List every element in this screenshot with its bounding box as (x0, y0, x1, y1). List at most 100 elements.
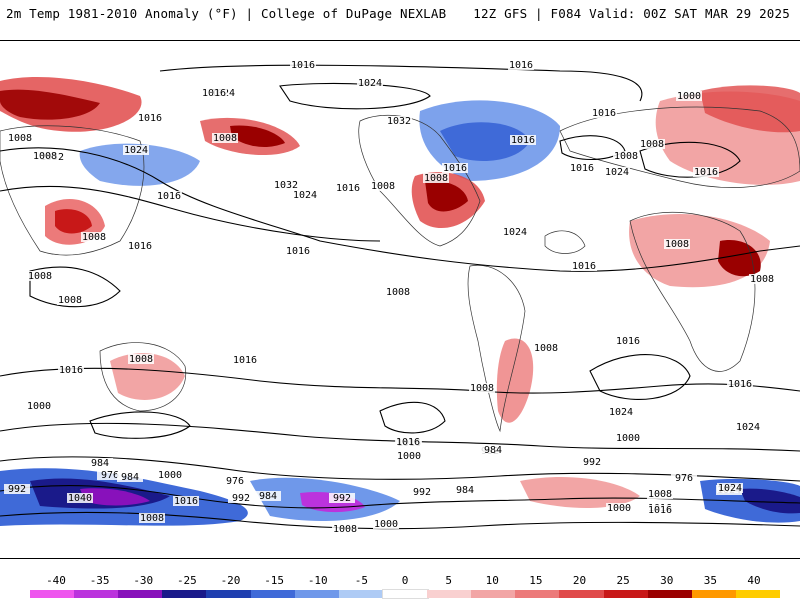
isobar-label-bg (81, 232, 107, 242)
isobar-label-bg (480, 445, 506, 455)
isobar-label-bg (395, 437, 421, 447)
isobar-label-bg (285, 246, 311, 256)
isobar-label: 1016 (202, 88, 226, 99)
isobar-label: 992 (413, 487, 431, 498)
isobar-label: 1008 (665, 239, 689, 250)
colorbar-labels: -40 -35 -30 -25 -20 -15 -10 -5 0 5 10 15 20 25 30 35 40 (0, 574, 800, 588)
isobar-label-bg (273, 180, 299, 190)
isobar-label-bg (647, 505, 673, 515)
isobar-label-bg (127, 241, 153, 251)
isobar-label: 1008 (470, 383, 494, 394)
isobar-label: 1008 (614, 151, 638, 162)
colorbar-tick-label: 40 (747, 574, 761, 587)
isobar-label-bg (613, 151, 639, 161)
isobar-label-bg (4, 484, 30, 494)
isobar-label: 1008 (8, 133, 32, 144)
colorbar-segment (647, 590, 693, 598)
colorbar-tick-label: 20 (572, 574, 587, 587)
isobar-label-bg (201, 88, 227, 98)
isobar-label-bg (58, 365, 84, 375)
isobar-label-bg (67, 493, 93, 503)
isobar-label: 1008 (424, 173, 448, 184)
isobar-label: 976 (226, 476, 244, 487)
isobar-label: 976 (675, 473, 693, 484)
isobar-label: 1016 (157, 191, 181, 202)
isobar-label: 1016 (648, 505, 672, 516)
isobar-label-bg (7, 133, 33, 143)
isobar-label-bg (396, 451, 422, 461)
isobar-label-bg (157, 470, 183, 480)
isobar-label-bg (32, 151, 58, 161)
isobar-label-bg (452, 485, 478, 495)
isobar-label: 992 (583, 457, 601, 468)
colorbar-tick-label: -25 (176, 574, 197, 587)
isobar-label: 984 (259, 491, 277, 502)
isobar-label: 1008 (213, 133, 237, 144)
isobar-label: 1008 (371, 181, 395, 192)
map-svg: 1016101610241000100810241032101610161016… (0, 60, 800, 535)
isobar-label-bg (97, 470, 123, 480)
isobar-label-bg (639, 139, 665, 149)
isobar-label: 984 (484, 445, 502, 456)
isobar-label: 1024 (736, 422, 760, 433)
colorbar-tick-label: -10 (307, 574, 328, 587)
colorbar-tick-label: -5 (354, 574, 368, 587)
colorbar-segment (294, 590, 340, 598)
colorbar: -40 -35 -30 -25 -20 -15 -10 -5 0 5 10 15 20 25 30 35 40 (0, 562, 800, 600)
isobar-label: 1016 (233, 355, 257, 366)
isobar-label-bg (608, 407, 634, 417)
isobar-label-bg (604, 167, 630, 177)
colorbar-segment (691, 590, 737, 598)
isobar-label: 1024 (358, 78, 382, 89)
isobar-label: 1000 (374, 519, 398, 530)
isobar-label-bg (386, 116, 412, 126)
isobar-label: 1024 (124, 145, 148, 156)
isobar-label: 1000 (27, 401, 51, 412)
colorbar-segment (338, 590, 384, 598)
isobar-label: 1024 (293, 190, 317, 201)
isobar-label: 1024 (503, 227, 527, 238)
isobar-label-bg (26, 401, 52, 411)
isobar-label: 992 (232, 493, 250, 504)
isobar-label-bg (442, 163, 468, 173)
isobar-label: 1016 (728, 379, 752, 390)
colorbar-segment (515, 590, 560, 598)
isobar-label: 1016 (443, 163, 467, 174)
colorbar-tick-label: -35 (89, 574, 110, 587)
map-title: 2m Temp 1981-2010 Anomaly (°F) | College… (6, 6, 447, 21)
isobar-label: 1008 (33, 151, 57, 162)
isobar-label-bg (329, 493, 355, 503)
isobar-label-bg (212, 133, 238, 143)
isobar-label-bg (671, 473, 697, 483)
isobar-label-bg (533, 343, 559, 353)
isobar-label: 1016 (336, 183, 360, 194)
isobar-label: 1016 (138, 113, 162, 124)
colorbar-segment (471, 590, 516, 598)
isobar-label: 1000 (677, 91, 701, 102)
header: 2m Temp 1981-2010 Anomaly (°F) | College… (0, 0, 800, 30)
isobar-label-bg (156, 191, 182, 201)
colorbar-segment (603, 590, 649, 598)
isobar-label-bg (569, 163, 595, 173)
colorbar-segment (118, 590, 163, 598)
isobar-label-bg (676, 91, 702, 101)
isobar-label: 1024 (605, 167, 629, 178)
colorbar-tick-label: -20 (220, 574, 241, 587)
isobar-label-bg (606, 503, 632, 513)
isobar-label: 1016 (592, 108, 616, 119)
isobar-label-bg (510, 135, 536, 145)
isobar-label-bg (57, 295, 83, 305)
colorbar-tick-label: 15 (529, 574, 543, 587)
isobar-label-bg (385, 287, 411, 297)
isobar-label-bg (123, 145, 149, 155)
isobar-label-bg (579, 457, 605, 467)
colorbar-scale (30, 589, 781, 599)
isobar-label-bg (749, 274, 775, 284)
isobar-label-bg (717, 483, 743, 493)
isobar-label-bg (335, 183, 361, 193)
isobar-label: 1016 (174, 496, 198, 507)
isobar-label: 1032 (274, 180, 298, 191)
isobar-label-bg (571, 261, 597, 271)
isobar-label: 1008 (333, 524, 357, 535)
isobar-label-bg (373, 519, 399, 529)
